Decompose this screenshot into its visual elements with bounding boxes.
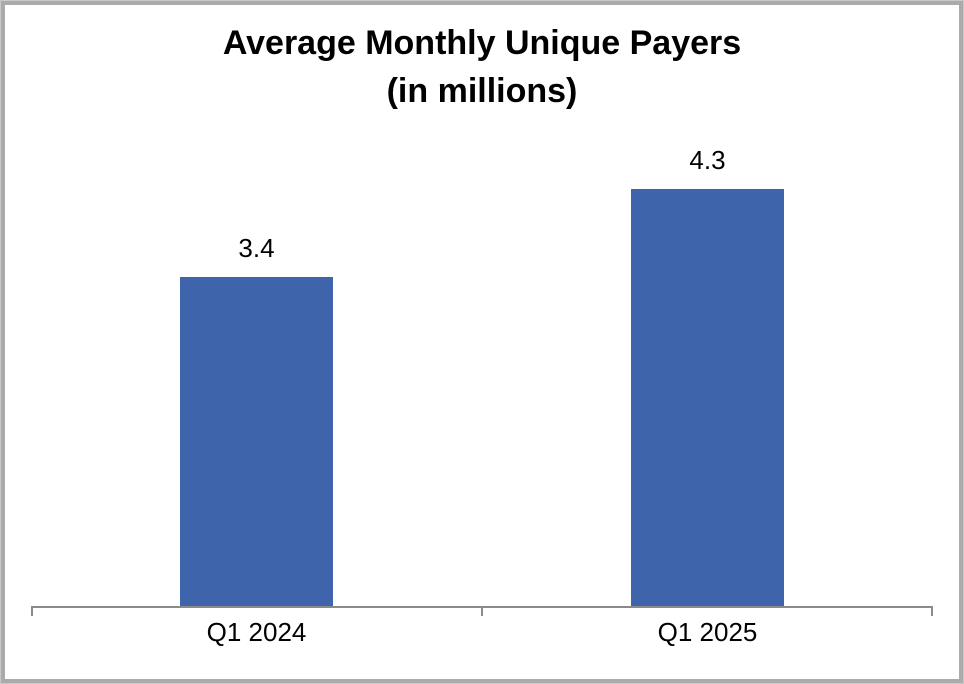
plot-area: 3.4 4.3 [31, 141, 933, 608]
bar-value-label: 3.4 [238, 233, 275, 263]
bar-group: 3.4 [31, 141, 482, 606]
x-axis-label: Q1 2025 [657, 617, 758, 647]
bar [180, 277, 333, 606]
x-axis-tick [31, 608, 33, 616]
x-axis-labels: Q1 2024 Q1 2025 [31, 617, 933, 647]
bar-value-label: 4.3 [689, 145, 726, 175]
x-axis-label: Q1 2024 [206, 617, 307, 647]
x-axis-tick [481, 608, 483, 616]
bar-group: 4.3 [482, 141, 933, 606]
bar [631, 189, 784, 606]
chart-title-line-2: (in millions) [386, 72, 578, 110]
chart-title: Average Monthly Unique Payers (in millio… [5, 19, 959, 115]
x-axis-tick [931, 608, 933, 616]
chart-title-line-1: Average Monthly Unique Payers [222, 24, 742, 62]
